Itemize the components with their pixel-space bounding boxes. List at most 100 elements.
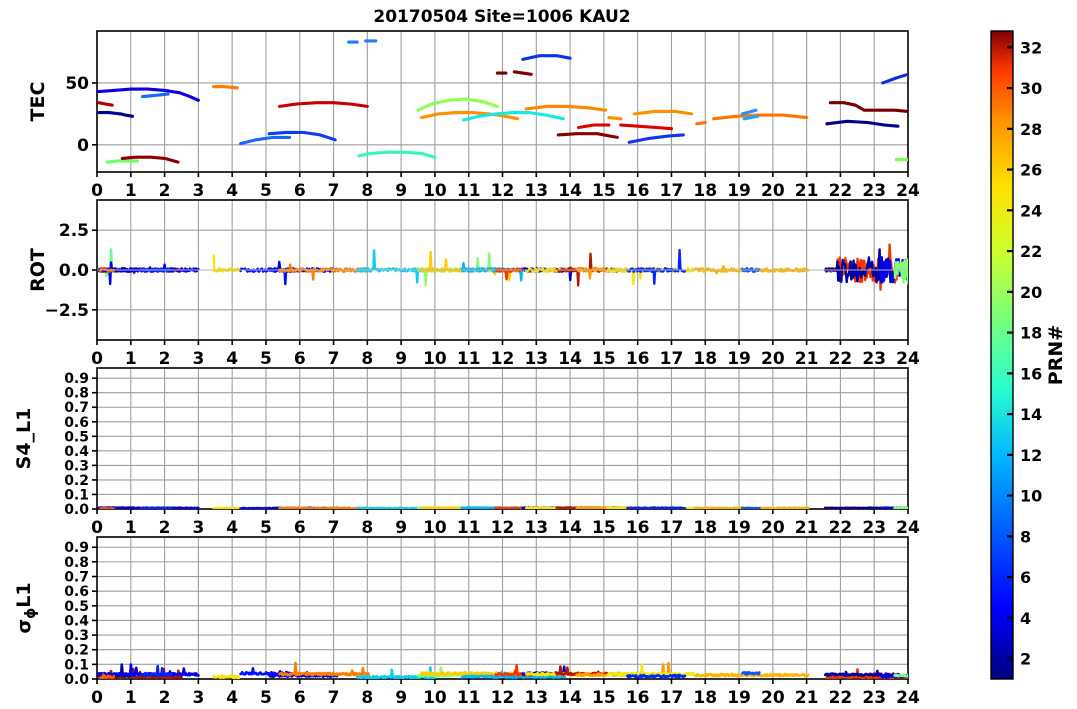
xtick-label: 21 [795, 181, 819, 201]
xtick-label: 6 [294, 349, 306, 369]
trace-prn30-seg5 [99, 506, 116, 509]
xtick-label: 7 [328, 518, 340, 538]
ytick-label: 0.5 [64, 599, 89, 615]
ytick-label: 0.4 [64, 613, 89, 629]
tec-trace-prn28 [576, 123, 611, 130]
tec-trace-prn5 [239, 135, 292, 146]
xtick-label: 14 [558, 688, 582, 708]
tec-trace-prn6 [627, 133, 685, 144]
xtick-label: 12 [491, 518, 515, 538]
colorbar-tick-label: 30 [1020, 79, 1042, 98]
xtick-label: 14 [558, 349, 582, 369]
xtick-label: 24 [896, 181, 920, 201]
panel-0: 0 1 2 3 4 5 6 7 8 9 10 11 12 13 14 15 16 17 18 19 20 21 22 23 24… [27, 30, 920, 201]
colorbar-tick-label: 28 [1020, 120, 1042, 139]
xtick-label: 6 [294, 518, 306, 538]
tec-trace-prn30 [97, 101, 114, 107]
xtick-label: 1 [125, 518, 137, 538]
panel-ylabel: ROT [27, 248, 49, 292]
xtick-label: 14 [558, 518, 582, 538]
tec-trace-prn2 [825, 119, 900, 128]
trace-prn6-seg20 [626, 506, 687, 509]
tec-trace-prn32 [120, 155, 180, 164]
xtick-label: 15 [592, 181, 616, 201]
xtick-label: 4 [226, 349, 238, 369]
ytick-label: 0.6 [64, 415, 89, 431]
xtick-label: 6 [294, 688, 306, 708]
tec-trace-prn6 [141, 92, 170, 99]
colorbar-tick-label: 14 [1020, 405, 1042, 424]
xtick-label: 16 [626, 518, 650, 538]
xtick-label: 24 [896, 349, 920, 369]
ytick-label: 0.4 [64, 444, 89, 460]
trace-prn29-seg9 [278, 661, 371, 677]
xtick-label: 14 [558, 181, 582, 201]
colorbar-tick-label: 6 [1020, 568, 1031, 587]
xtick-label: 6 [294, 181, 306, 201]
xtick-label: 1 [125, 688, 137, 708]
colorbar-tick-label: 2 [1020, 650, 1031, 669]
xtick-label: 2 [159, 349, 171, 369]
tec-trace-prn25 [212, 85, 239, 90]
tec-trace-prn4 [97, 87, 200, 102]
trace-prn6-seg20 [626, 673, 687, 679]
xtick-label: 5 [260, 688, 272, 708]
trace-prn27-seg21 [693, 672, 810, 678]
xtick-label: 18 [693, 349, 717, 369]
trace-prn19-seg26 [893, 673, 908, 678]
ytick-label: 0.7 [64, 570, 89, 586]
tec-trace-prn3 [521, 54, 572, 61]
xtick-label: 13 [524, 688, 548, 708]
colorbar-tick-label: 24 [1020, 201, 1042, 220]
colorbar-frame [990, 30, 1014, 680]
ytick-label: 2.5 [59, 221, 89, 241]
xtick-label: 8 [361, 518, 373, 538]
panel-ylabel: TEC [27, 82, 49, 122]
ytick-label: 0.3 [64, 628, 89, 644]
tec-trace-prn25 [524, 104, 608, 112]
xtick-label: 0 [91, 349, 103, 369]
ytick-label: 50 [65, 74, 89, 94]
xtick-label: 19 [727, 181, 751, 201]
tec-trace-prn8 [740, 108, 758, 116]
xtick-label: 20 [761, 349, 785, 369]
colorbar-gradient-rect [991, 31, 1013, 679]
xtick-label: 18 [693, 518, 717, 538]
xtick-label: 4 [226, 181, 238, 201]
xtick-label: 3 [192, 349, 204, 369]
xtick-label: 3 [192, 181, 204, 201]
trace-prn8-seg22 [741, 506, 761, 509]
xtick-label: 20 [761, 181, 785, 201]
xtick-label: 22 [829, 688, 853, 708]
panel-data-1 [97, 243, 908, 291]
xtick-label: 17 [660, 349, 684, 369]
xtick-label: 20 [761, 688, 785, 708]
xtick-label: 21 [795, 688, 819, 708]
plot-title: 20170504 Site=1006 KAU2 [373, 7, 630, 27]
tec-trace-prn28 [619, 123, 674, 131]
xtick-label: 23 [862, 518, 886, 538]
colorbar-tick-label: 10 [1020, 487, 1042, 506]
tec-trace-prn27 [712, 113, 809, 121]
colorbar-tick-label: 32 [1020, 38, 1042, 57]
tec-trace-prn19 [416, 97, 499, 112]
xtick-label: 12 [491, 181, 515, 201]
xtick-label: 11 [457, 181, 481, 201]
tec-trace-prn9 [742, 114, 760, 121]
xtick-label: 9 [395, 688, 407, 708]
trace-prn29-seg9 [278, 506, 371, 509]
panel-data-2 [97, 506, 908, 509]
ytick-label: 0.2 [64, 643, 89, 659]
ytick-label: −2.5 [45, 301, 89, 321]
xtick-label: 7 [328, 349, 340, 369]
ytick-label: 0.6 [64, 584, 89, 600]
xtick-label: 11 [457, 688, 481, 708]
colorbar-tick-label: 16 [1020, 364, 1042, 383]
ytick-label: 0.1 [64, 487, 89, 503]
tec-trace-prn18 [105, 159, 140, 164]
panel-ylabel: σϕL1 [13, 582, 39, 633]
trace-prn6-seg20 [626, 248, 687, 285]
xtick-label: 18 [693, 181, 717, 201]
